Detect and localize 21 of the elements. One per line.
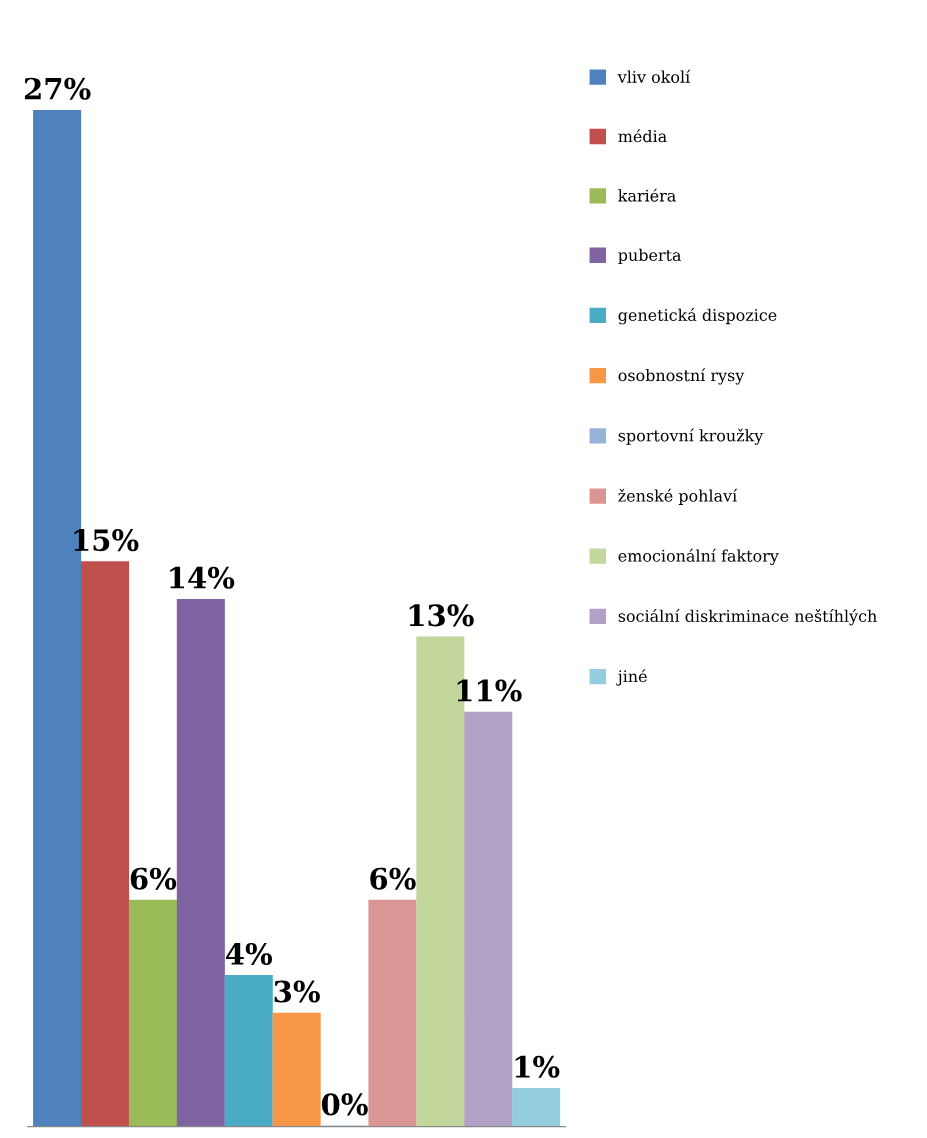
legend-label: osobnostní rysy (618, 368, 745, 385)
data-label: 13% (409, 604, 474, 627)
legend-label: puberta (618, 248, 682, 265)
data-label: 11% (457, 679, 522, 702)
data-label: 27% (24, 77, 91, 100)
data-label: 4% (225, 942, 273, 965)
legend-label: jiné (616, 669, 647, 686)
data-label: 14% (170, 566, 235, 589)
legend-label: sociální diskriminace neštíhlých (618, 609, 877, 626)
legend-label: ženské pohlaví (618, 488, 738, 505)
data-label: 0% (321, 1093, 368, 1116)
legend-label: sportovní kroužky (618, 428, 764, 445)
legend-label: emocionální faktory (618, 548, 779, 566)
legend-label: vliv okolí (617, 69, 691, 83)
data-label: 3% (274, 980, 320, 1003)
data-label: 6% (370, 867, 416, 890)
data-label: 1% (515, 1055, 560, 1078)
data-label: 6% (130, 867, 177, 890)
legend-label: kariéra (618, 188, 676, 202)
legend-label: média (618, 129, 667, 143)
legend-label: genetická dispozice (618, 308, 777, 325)
